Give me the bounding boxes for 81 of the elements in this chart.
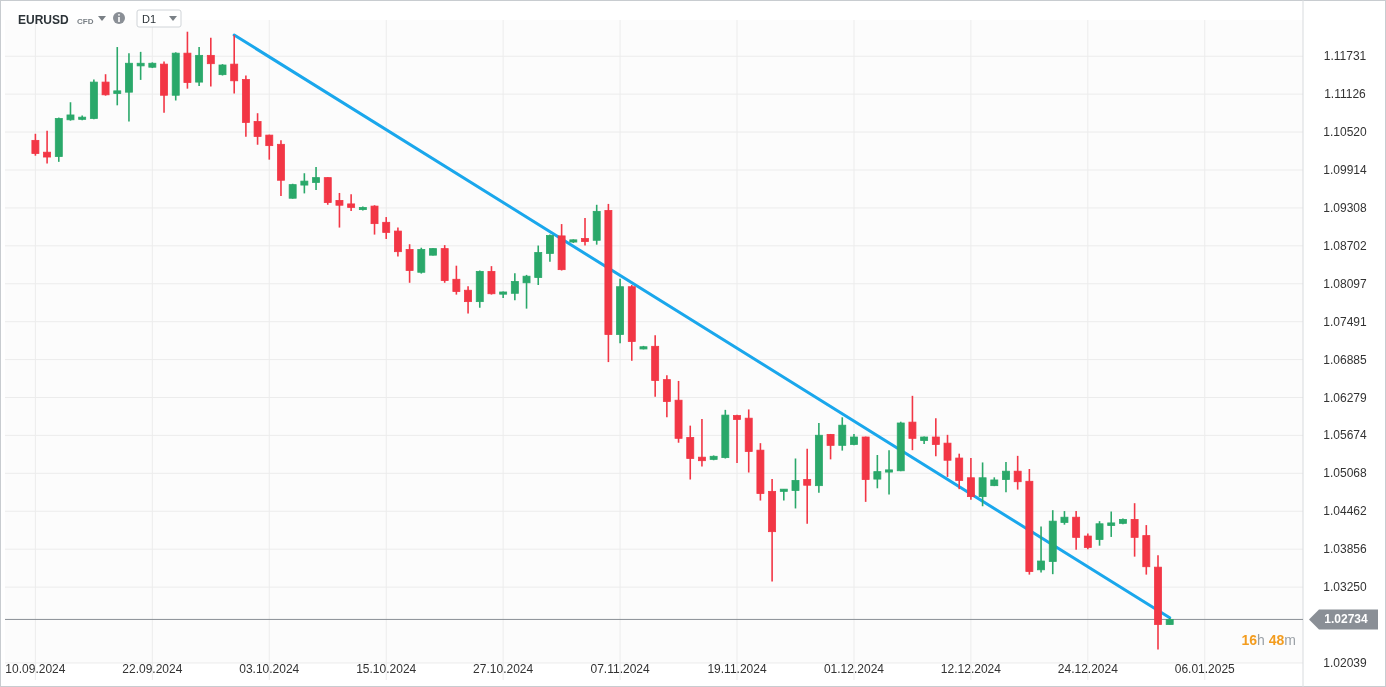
candlestick [943,434,952,478]
candlestick [1095,520,1104,547]
x-tick-label: 03.10.2024 [239,662,300,676]
candlestick [394,226,402,258]
x-tick-label: 19.11.2024 [707,662,767,676]
candlestick [908,395,917,451]
y-tick-label: 1.03856 [1323,542,1368,557]
candlestick [312,166,320,191]
x-tick-label: 06.01.2025 [1174,662,1236,676]
chart-subtitle: CFD [77,17,94,26]
y-tick-label: 1.07491 [1323,314,1368,329]
candlestick [1072,510,1081,551]
y-tick-label: 1.02039 [1323,655,1368,670]
candlestick [464,285,472,315]
candlestick [522,274,531,310]
candlestick [1013,455,1022,491]
y-tick-label: 1.09914 [1323,162,1368,177]
candlestick [733,413,741,464]
candlestick [803,448,812,525]
candlestick [510,272,519,302]
candlestick [546,233,554,263]
y-tick-label: 1.08097 [1323,276,1368,291]
candlestick [662,374,671,419]
ref-line-label: 1.02734 [1324,612,1369,627]
candlestick [955,452,964,490]
candlestick [1002,461,1010,494]
candlestick [686,424,695,481]
candlestick [779,488,788,502]
y-tick-label: 1.05068 [1323,466,1368,481]
x-tick-label: 10.09.2024 [5,662,66,676]
candlestick [335,192,344,229]
x-tick-label: 27.10.2024 [473,662,534,676]
y-tick-label: 1.09308 [1323,200,1368,215]
x-tick-label: 22.09.2024 [122,662,183,676]
candlestick [101,73,110,97]
candlestick [300,172,309,195]
candlestick [487,265,496,296]
candlestick [382,216,391,240]
y-tick-label: 1.10520 [1323,125,1368,140]
x-tick-label: 07.11.2024 [590,662,650,676]
candlestick [253,112,262,146]
candlestick [136,51,145,81]
candlestick [1107,510,1116,538]
y-tick-label: 1.06279 [1323,390,1368,405]
y-tick-label: 1.04462 [1323,504,1368,519]
y-tick-label: 1.03250 [1323,580,1368,595]
y-tick-label: 1.11731 [1323,49,1367,64]
y-tick-label: 1.06885 [1323,352,1368,367]
candlestick [370,204,379,236]
candlestick [698,418,706,468]
candlestick [113,46,122,107]
candlestick [873,454,882,490]
candlestick [581,217,589,247]
y-tick-label: 1.08702 [1323,238,1368,253]
x-tick-label: 01.12.2024 [823,662,885,676]
x-tick-label: 15.10.2024 [356,662,417,676]
annotation: D1 [142,13,157,25]
candlestick [66,101,75,122]
candlestick [230,34,239,95]
candlestick [206,37,215,88]
candlestick [405,243,414,284]
candlestick [931,417,940,458]
candlestick [1037,525,1045,574]
candlestick [31,133,40,157]
candlestick [838,416,847,452]
candlestick [826,433,835,461]
x-tick-label: 12.12.2024 [940,662,1002,676]
chart-title: EURUSD [18,13,70,27]
candlestick [452,264,461,296]
candlestick [417,246,426,275]
x-tick-label: 24.12.2024 [1057,662,1119,676]
annotation: 16h 48m [1241,632,1296,648]
candlestick [791,457,800,510]
candlestick [265,133,274,161]
y-tick-label: 1.05674 [1323,428,1368,443]
candlestick [978,461,987,508]
candlestick [885,449,893,496]
candlestick [43,129,52,165]
candlestick [966,457,975,501]
y-tick-label: 1.11126 [1324,87,1367,102]
candlestick [1130,502,1139,558]
